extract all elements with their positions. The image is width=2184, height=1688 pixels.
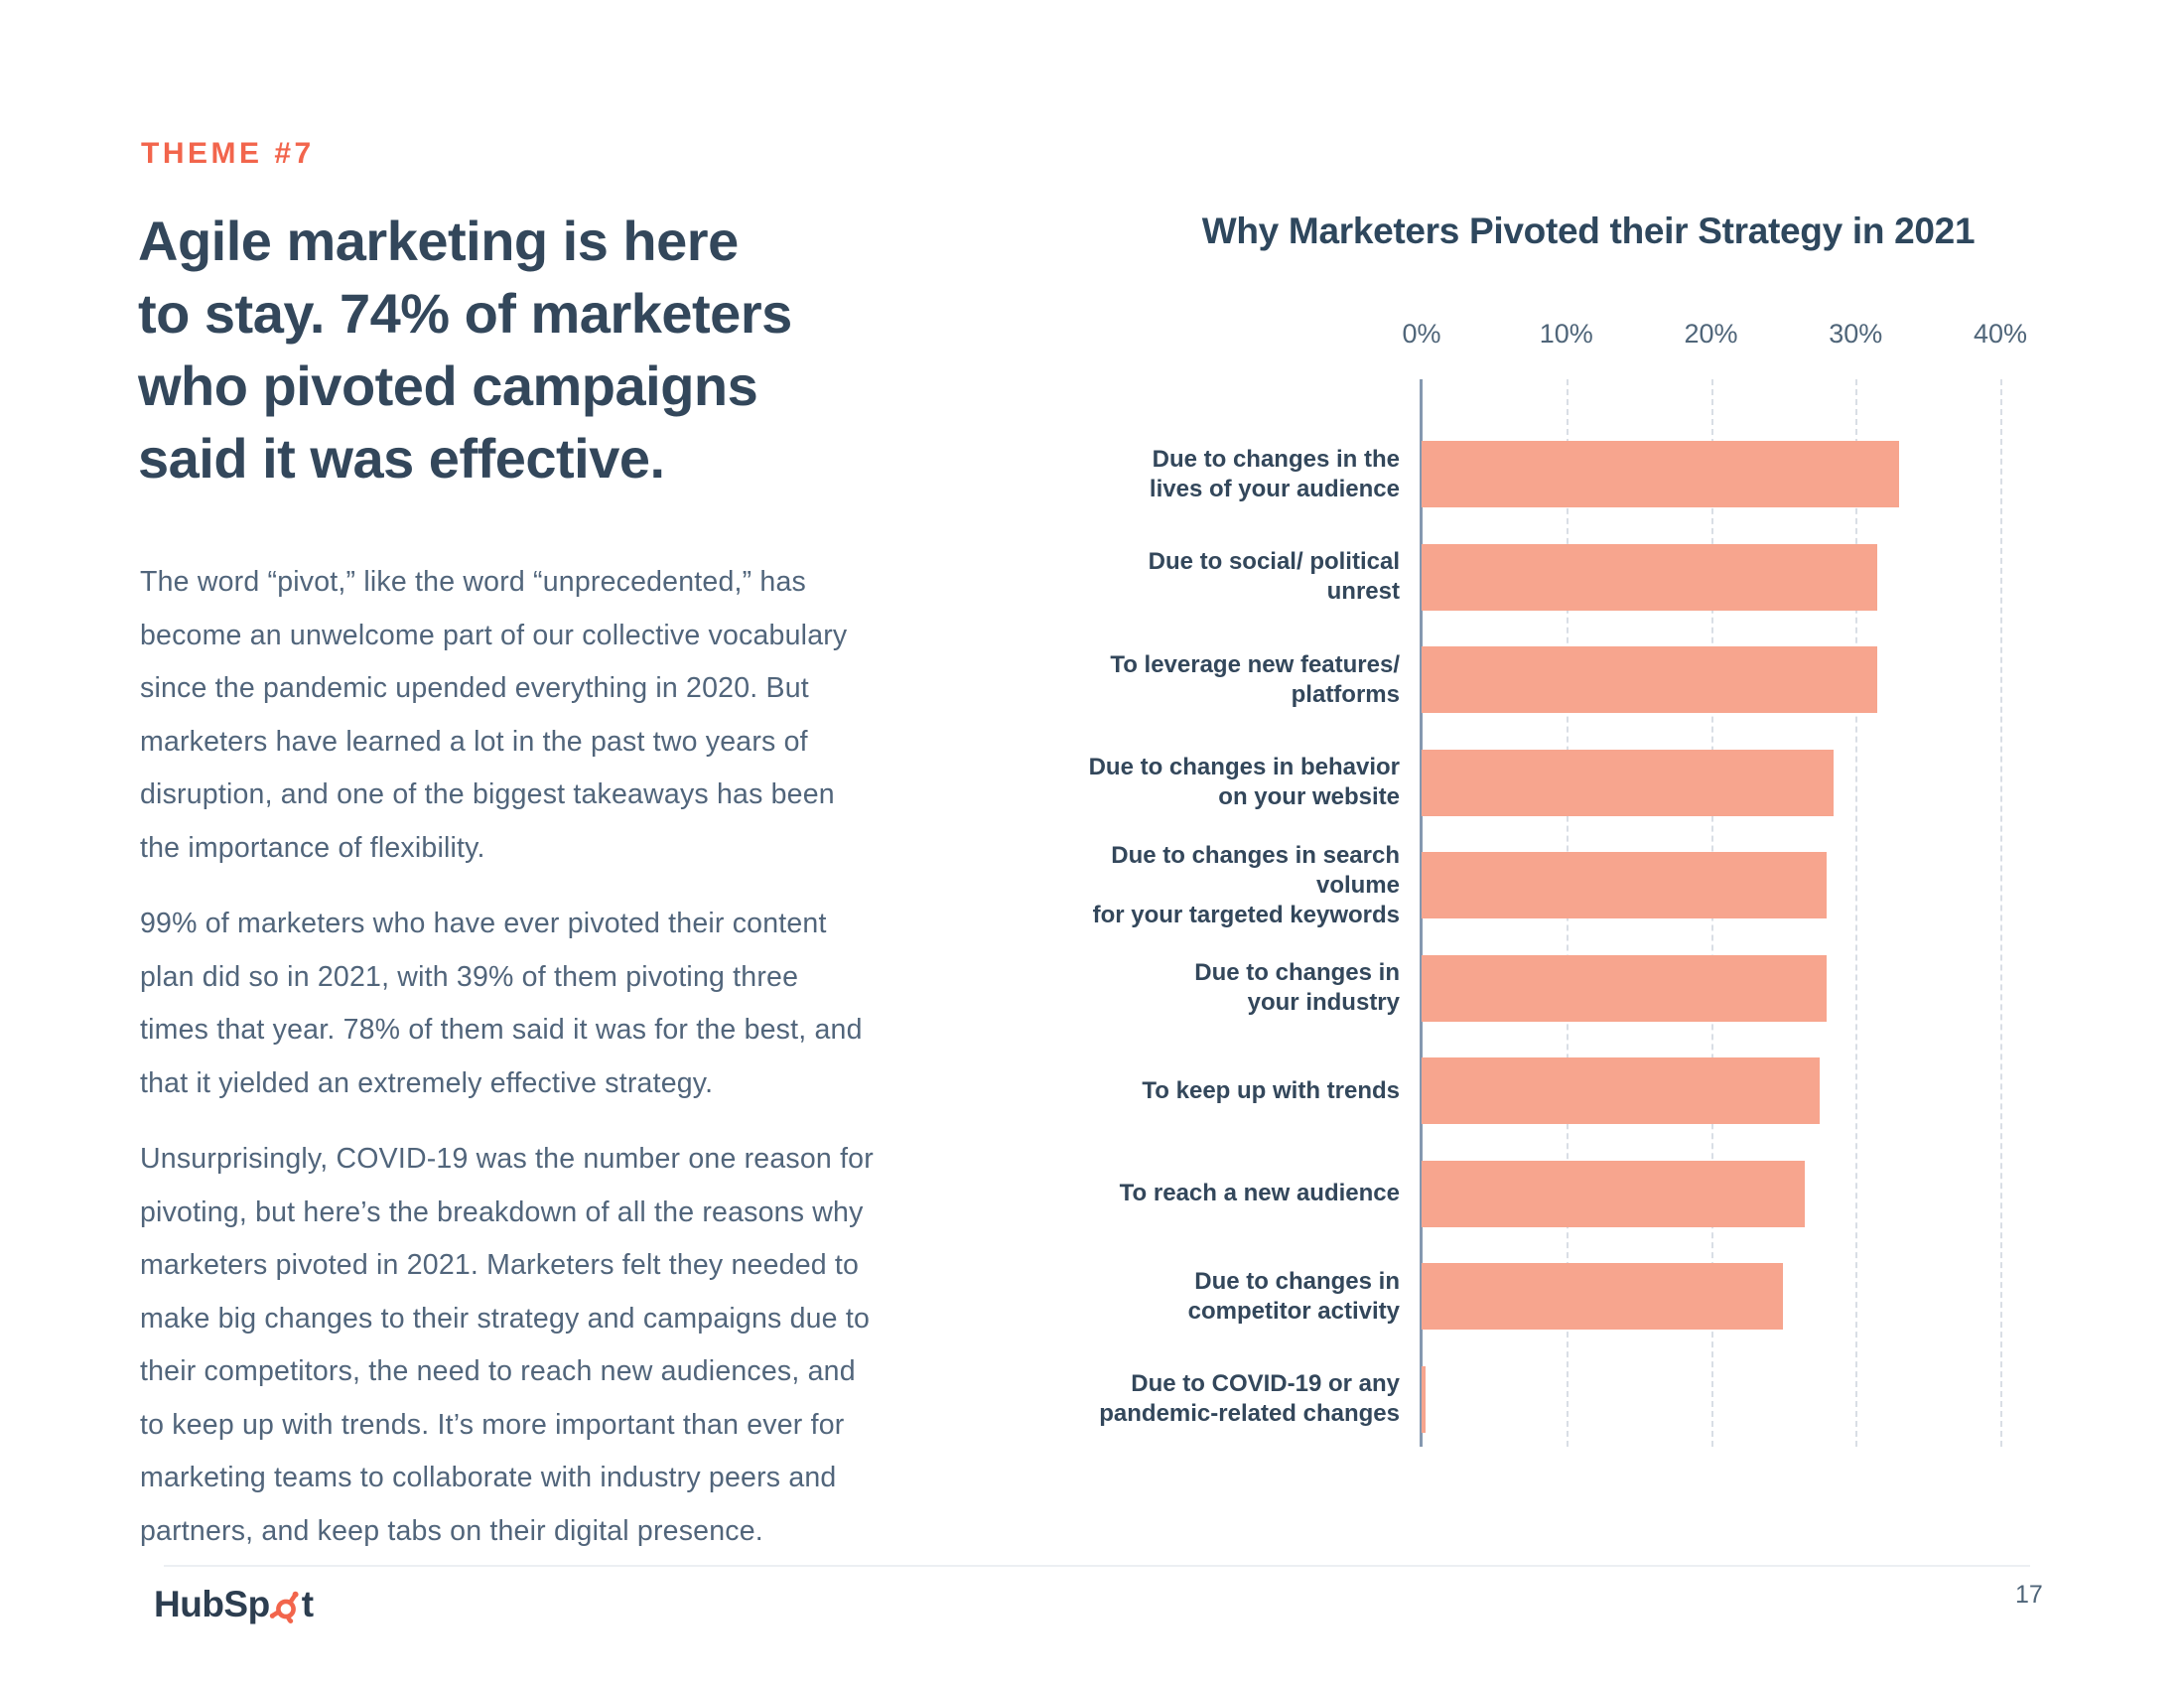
chart-bar-track [1422, 732, 2073, 835]
chart-category-label: Due to changes in your industry [1194, 959, 1400, 1017]
chart-category-label: Due to changes in competitor activity [1187, 1267, 1400, 1325]
chart-category-label: Due to social/ political unrest [1148, 548, 1400, 606]
hubspot-logo: HubSp t [154, 1584, 314, 1625]
chart-row: Due to social/ political unrest [1050, 526, 2073, 630]
body-paragraph: Unsurprisingly, COVID-19 was the number … [140, 1143, 874, 1547]
body-paragraph: The word “pivot,” like the word “unprece… [140, 566, 848, 864]
page-title-line: said it was effective. [138, 427, 665, 490]
body-paragraph: 99% of marketers who have ever pivoted t… [140, 908, 863, 1099]
gridline-40 [2000, 379, 2002, 1447]
chart-bar [1422, 1263, 1784, 1331]
body-copy: The word “pivot,” like the word “unprece… [140, 556, 875, 1581]
x-tick-label: 10% [1539, 319, 1593, 349]
chart-row: Due to COVID-19 or any pandemic-related … [1050, 1348, 2073, 1452]
chart-row: To reach a new audience [1050, 1143, 2073, 1246]
chart-bar [1422, 1057, 1820, 1125]
chart-bar-track [1422, 1040, 2073, 1143]
chart-bar-track [1422, 526, 2073, 630]
chart-bar [1422, 852, 1828, 919]
chart-bar [1422, 543, 1878, 611]
chart-category-label: To leverage new features/ platforms [1110, 650, 1400, 708]
x-tick-label: 40% [1973, 319, 2028, 349]
chart-category-label: Due to changes in the lives of your audi… [1149, 445, 1400, 502]
theme-label: THEME #7 [141, 137, 315, 170]
chart-bar [1422, 441, 1899, 508]
y-axis-line [1420, 379, 1423, 1447]
chart-bar-track [1422, 1143, 2073, 1246]
chart-bar [1422, 646, 1878, 714]
footer-divider [164, 1565, 2030, 1567]
hubspot-logo-text: t [301, 1584, 314, 1624]
chart-category-label: Due to changes in behavior on your websi… [1088, 754, 1400, 811]
chart-category-label: Due to COVID-19 or any pandemic-related … [1099, 1370, 1400, 1428]
page-title-line: Agile marketing is here [138, 210, 739, 272]
bar-chart: Why Marketers Pivoted their Strategy in … [1050, 211, 2073, 1450]
chart-plot-area: Due to changes in the lives of your audi… [1050, 379, 2073, 1450]
hubspot-sprocket-icon [269, 1591, 299, 1623]
page-title-line: to stay. 74% of marketers [138, 282, 792, 345]
chart-bar-track [1422, 834, 2073, 937]
chart-bar [1422, 1160, 1806, 1227]
chart-row: Due to changes in behavior on your websi… [1050, 732, 2073, 835]
chart-bar [1422, 749, 1835, 816]
gridline-30 [1855, 379, 1858, 1447]
chart-rows: Due to changes in the lives of your audi… [1050, 379, 2073, 1451]
x-tick-label: 30% [1829, 319, 1883, 349]
chart-row: To leverage new features/ platforms [1050, 629, 2073, 732]
page-number: 17 [2015, 1581, 2043, 1609]
chart-x-axis-ticks: 0% 10% 20% 30% 40% [1402, 314, 2027, 350]
chart-bar-track [1422, 937, 2073, 1041]
chart-row: To keep up with trends [1050, 1040, 2073, 1143]
chart-category-label: To reach a new audience [1119, 1180, 1400, 1207]
chart-bar-track [1422, 1245, 2073, 1348]
chart-category-label: To keep up with trends [1142, 1076, 1400, 1104]
chart-bar-track [1422, 629, 2073, 732]
chart-bar [1422, 954, 1828, 1022]
chart-bar-track [1422, 423, 2073, 526]
chart-row: Due to changes in your industry [1050, 937, 2073, 1041]
hubspot-logo-text: HubSp [154, 1584, 270, 1624]
page-title: Agile marketing is here to stay. 74% of … [138, 205, 792, 494]
chart-bar [1422, 1365, 1427, 1433]
chart-bar-track [1422, 1348, 2073, 1452]
x-tick-label: 20% [1684, 319, 1738, 349]
chart-row: Due to changes in competitor activity [1050, 1245, 2073, 1348]
chart-category-label: Due to changes in search volume for your… [1092, 841, 1400, 928]
chart-row: Due to changes in search volume for your… [1050, 834, 2073, 937]
x-tick-label: 0% [1402, 319, 1441, 349]
chart-row: Due to changes in the lives of your audi… [1050, 423, 2073, 526]
chart-title: Why Marketers Pivoted their Strategy in … [1201, 211, 1976, 251]
page-title-line: who pivoted campaigns [138, 354, 758, 417]
